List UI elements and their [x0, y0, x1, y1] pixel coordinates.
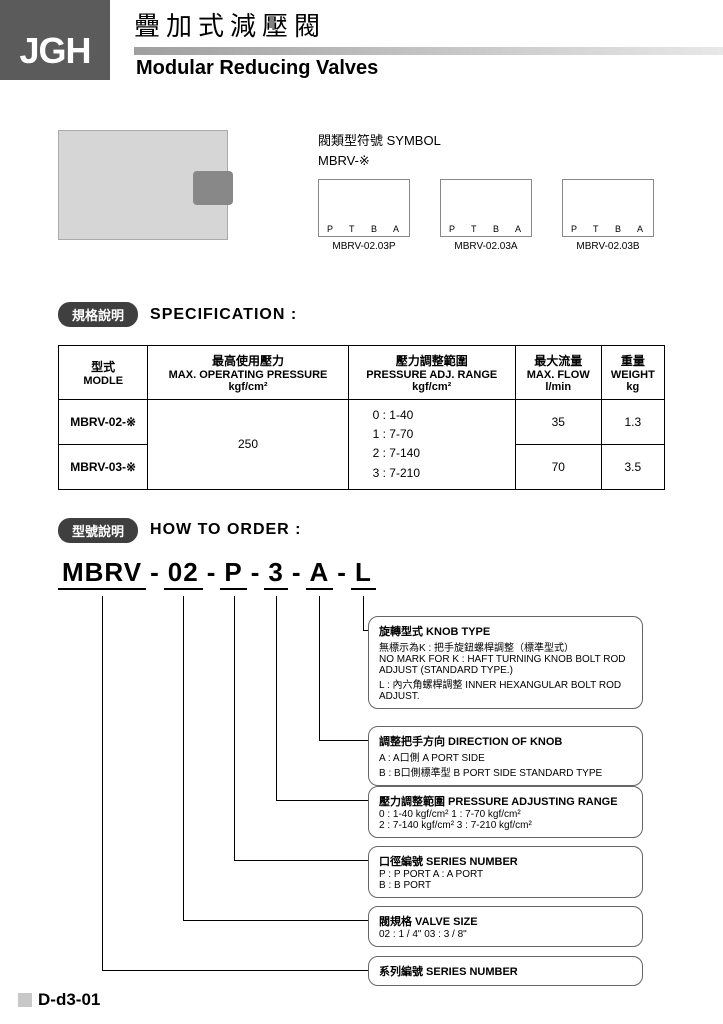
spec-header-cell: 最高使用壓力MAX. OPERATING PRESSUREkgf/cm²	[148, 346, 348, 400]
order-desc-box: 壓力調整範圍 PRESSURE ADJUSTING RANGE0 : 1-40 …	[368, 786, 643, 838]
order-desc-box: 旋轉型式 KNOB TYPE無標示為K : 把手旋鈕螺桿調整（標準型式）NO M…	[368, 616, 643, 709]
spec-cell: 1.3	[601, 400, 664, 445]
spec-cell: 70	[515, 444, 601, 489]
order-dash: -	[146, 557, 164, 588]
symbol-schematic: PTBA	[440, 179, 532, 237]
order-desc-box: 口徑編號 SERIES NUMBERP : P PORT A : A PORTB…	[368, 846, 643, 898]
order-dash: -	[333, 557, 351, 588]
symbol-schematic: PTBA	[318, 179, 410, 237]
spec-cell: 35	[515, 400, 601, 445]
symbol-label: MBRV-02.03P	[318, 241, 410, 252]
order-dash: -	[247, 557, 265, 588]
symbol-subheading: MBRV-※	[318, 153, 665, 169]
spec-header-cell: 壓力調整範圍PRESSURE ADJ. RANGEkgf/cm²	[348, 346, 515, 400]
spec-cell: 3.5	[601, 444, 664, 489]
order-segment: A	[306, 557, 334, 590]
logo-text: JGH	[19, 30, 90, 72]
order-dash: -	[288, 557, 306, 588]
symbol-item: PTBA MBRV-02.03A	[440, 179, 532, 252]
spec-cell: MBRV-03-※	[59, 444, 148, 489]
symbol-label: MBRV-02.03B	[562, 241, 654, 252]
order-code: MBRV-02-P-3-A-L	[58, 557, 665, 590]
order-segment: 02	[164, 557, 203, 590]
spec-table: 型式MODLE最高使用壓力MAX. OPERATING PRESSUREkgf/…	[58, 345, 665, 490]
spec-title: SPECIFICATION :	[150, 306, 297, 324]
symbol-area: 閥類型符號 SYMBOL MBRV-※ PTBA MBRV-02.03P PTBA M…	[58, 130, 665, 252]
logo-box: JGH	[0, 0, 110, 80]
symbol-item: PTBA MBRV-02.03P	[318, 179, 410, 252]
order-section-header: 型號說明 HOW TO ORDER :	[58, 518, 665, 543]
page-title-cn: 疊加式減壓閥	[134, 6, 723, 43]
order-desc-box: 系列編號 SERIES NUMBER	[368, 956, 643, 986]
page-title-en: Modular Reducing Valves	[136, 57, 723, 80]
product-photo	[58, 130, 228, 240]
order-title: HOW TO ORDER :	[150, 521, 301, 539]
symbol-heading: 閥類型符號 SYMBOL	[318, 130, 665, 149]
order-desc-box: 調整把手方向 DIRECTION OF KNOBA : A口側 A PORT S…	[368, 726, 643, 786]
spec-header-cell: 型式MODLE	[59, 346, 148, 400]
order-pill: 型號說明	[58, 518, 138, 543]
order-dash: -	[203, 557, 221, 588]
title-box: 疊加式減壓閥 Modular Reducing Valves	[110, 0, 723, 80]
order-segment: P	[220, 557, 246, 590]
page-number: D-d3-01	[38, 990, 100, 1010]
spec-cell: MBRV-02-※	[59, 400, 148, 445]
spec-header-cell: 重量WEIGHTkg	[601, 346, 664, 400]
spec-section-header: 規格說明 SPECIFICATION :	[58, 302, 665, 327]
footer-square-icon	[18, 993, 32, 1007]
order-desc-box: 閥規格 VALVE SIZE02 : 1 / 4" 03 : 3 / 8"	[368, 906, 643, 947]
title-divider	[134, 47, 723, 55]
symbol-schematic: PTBA	[562, 179, 654, 237]
spec-pill: 規格說明	[58, 302, 138, 327]
symbol-label: MBRV-02.03A	[440, 241, 532, 252]
page-header: JGH 疊加式減壓閥 Modular Reducing Valves	[0, 0, 723, 80]
spec-header-cell: 最大流量MAX. FLOWl/min	[515, 346, 601, 400]
page-footer: D-d3-01	[18, 990, 100, 1010]
order-diagram: 旋轉型式 KNOB TYPE無標示為K : 把手旋鈕螺桿調整（標準型式）NO M…	[58, 596, 665, 1016]
spec-cell: 0 : 1-401 : 7-702 : 7-1403 : 7-210	[348, 400, 515, 490]
symbol-item: PTBA MBRV-02.03B	[562, 179, 654, 252]
spec-cell: 250	[148, 400, 348, 490]
order-segment: L	[351, 557, 376, 590]
order-segment: MBRV	[58, 557, 146, 590]
order-segment: 3	[264, 557, 287, 590]
